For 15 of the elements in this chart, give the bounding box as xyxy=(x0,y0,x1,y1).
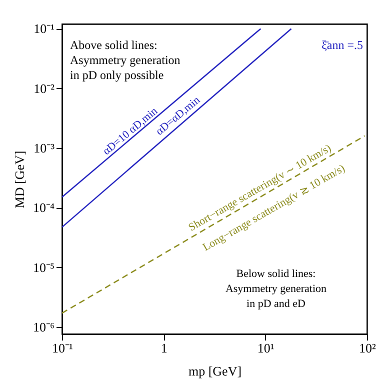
y-tick-label: 10⁻⁴ xyxy=(32,200,55,216)
x-tick-label: 10¹ xyxy=(257,340,274,356)
y-tick-label: 10⁻² xyxy=(34,80,55,96)
y-tick-label: 10⁻¹ xyxy=(34,21,55,36)
x-tick-label: 10² xyxy=(359,340,376,356)
y-tick-label: 10⁻⁵ xyxy=(32,260,54,275)
annotation: Above solid lines: Asymmetry generation in pD only possible xyxy=(70,38,180,82)
x-tick-label: 1 xyxy=(160,340,168,356)
x-tick-label: 10⁻¹ xyxy=(52,340,74,356)
y-tick-label: 10⁻⁶ xyxy=(32,319,54,334)
annotation: Below solid lines: Asymmetry generation in pD and eD xyxy=(225,268,328,310)
y-axis-title: MD [GeV] xyxy=(12,150,27,208)
x-axis-title: mp [GeV] xyxy=(188,364,242,378)
annotation: ξ̄ann =.5 xyxy=(322,38,363,52)
y-tick-label: 10⁻³ xyxy=(34,140,55,156)
